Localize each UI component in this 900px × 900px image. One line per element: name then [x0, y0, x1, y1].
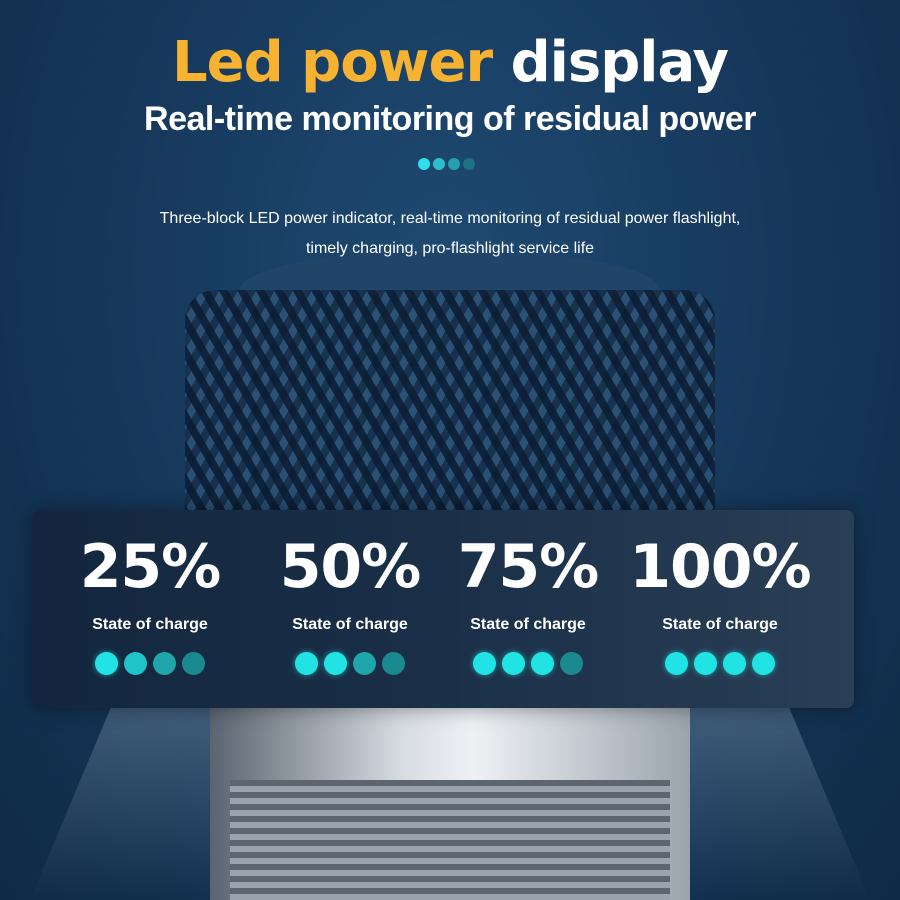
led-dot	[463, 158, 475, 170]
charge-card-2: 50% State of charge	[250, 510, 450, 675]
charge-label: State of charge	[292, 616, 408, 633]
headline-highlight: Led power	[171, 30, 493, 95]
led-dot	[723, 652, 746, 675]
description-line: Three-block LED power indicator, real-ti…	[159, 210, 741, 227]
led-dot	[153, 652, 176, 675]
led-dot	[502, 652, 525, 675]
charge-led-dots	[428, 652, 628, 675]
flashlight-grip	[230, 780, 670, 900]
headline: Led power display	[0, 30, 900, 95]
flashlight-knurled-head	[185, 290, 715, 520]
charge-led-dots	[50, 652, 250, 675]
led-dot	[448, 158, 460, 170]
led-dot	[694, 652, 717, 675]
led-dot	[433, 158, 445, 170]
charge-percent: 50%	[279, 532, 422, 602]
charge-label: State of charge	[662, 616, 778, 633]
headline-rest: display	[510, 30, 729, 95]
led-dot	[560, 652, 583, 675]
led-dot	[124, 652, 147, 675]
led-dot	[531, 652, 554, 675]
led-dot	[418, 158, 430, 170]
charge-label: State of charge	[470, 616, 586, 633]
led-dot	[295, 652, 318, 675]
charge-led-dots	[620, 652, 820, 675]
charge-card-4: 100% State of charge	[620, 510, 820, 675]
charge-panel: 25% State of charge 50% State of charge …	[32, 510, 854, 708]
led-dot	[665, 652, 688, 675]
led-dot	[324, 652, 347, 675]
led-dot	[95, 652, 118, 675]
description: Three-block LED power indicator, real-ti…	[0, 204, 900, 264]
charge-percent: 100%	[629, 532, 811, 602]
led-dot	[382, 652, 405, 675]
subtitle: Real-time monitoring of residual power	[144, 100, 756, 138]
charge-percent: 25%	[79, 532, 222, 602]
led-dot	[752, 652, 775, 675]
led-dot	[182, 652, 205, 675]
description-line: timely charging, pro-flashlight service …	[305, 240, 595, 257]
charge-card-3: 75% State of charge	[428, 510, 628, 675]
charge-label: State of charge	[92, 616, 208, 633]
led-dot	[353, 652, 376, 675]
charge-percent: 75%	[457, 532, 600, 602]
led-dot	[473, 652, 496, 675]
charge-card-1: 25% State of charge	[50, 510, 250, 675]
charge-led-dots	[250, 652, 450, 675]
header-led-dots	[418, 158, 475, 170]
